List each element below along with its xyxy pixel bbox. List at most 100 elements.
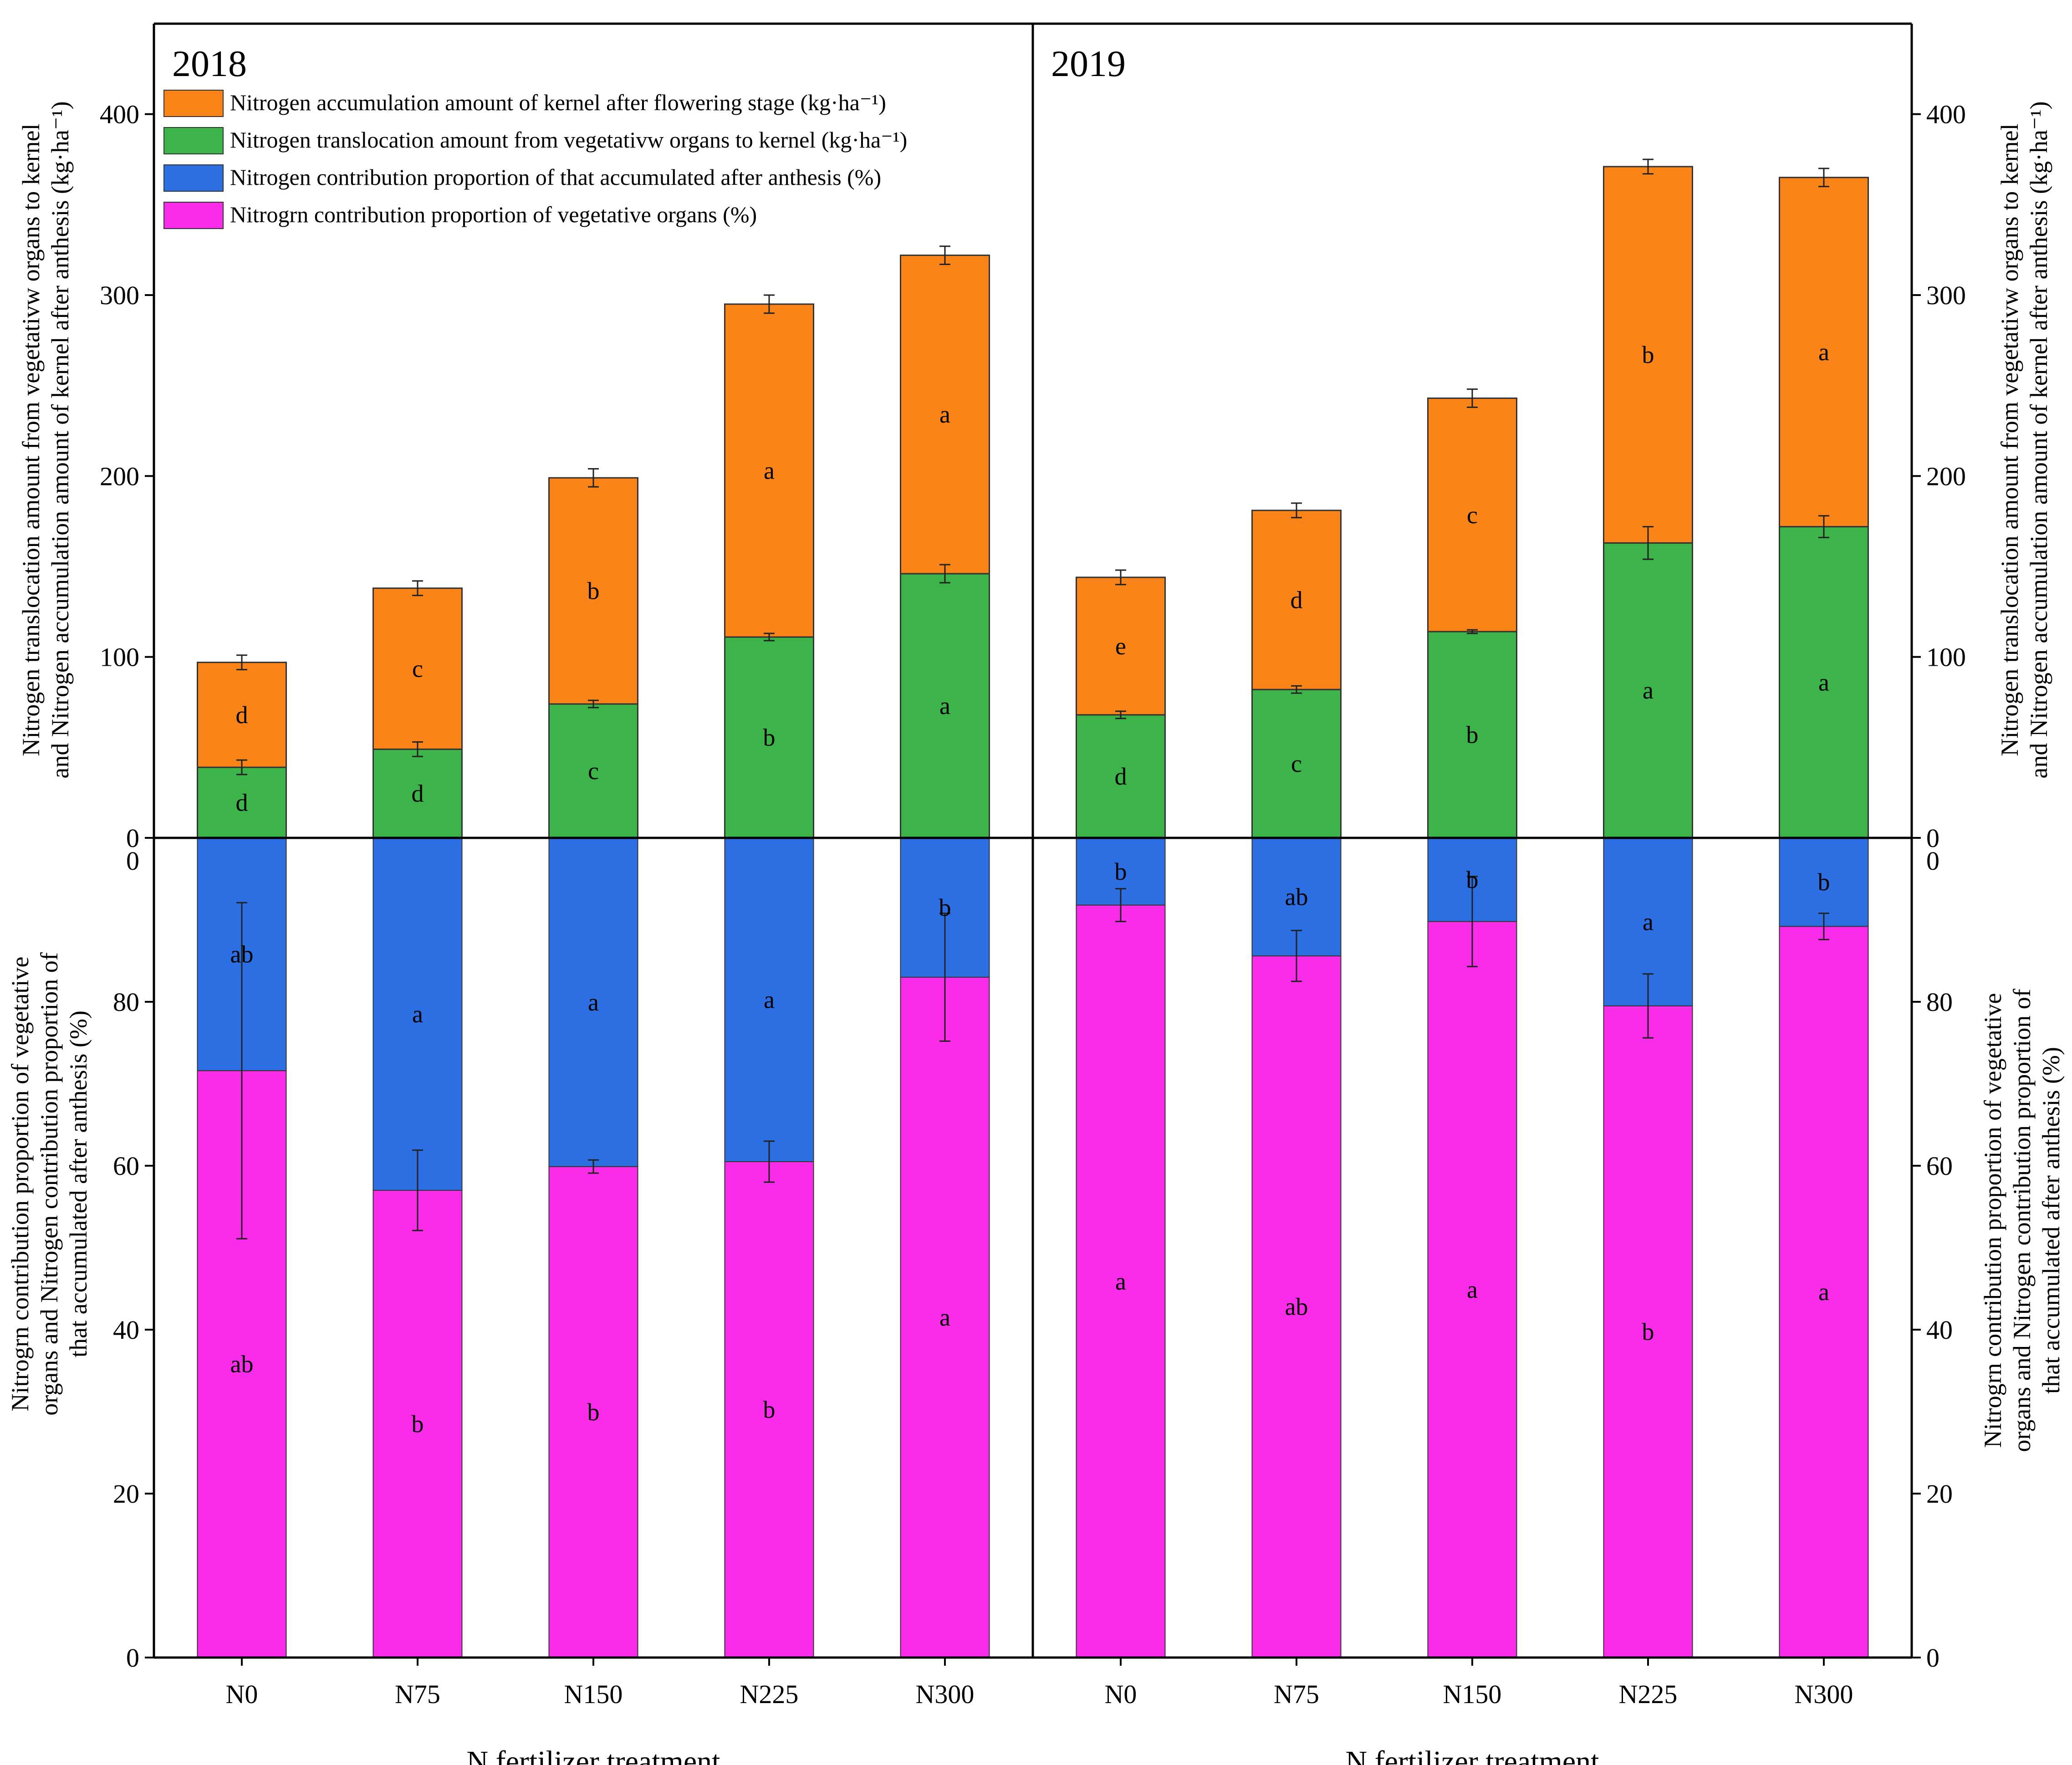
bar-vegetative-pct-2019-N0 bbox=[1076, 904, 1166, 1658]
bottom-y-right-tick-label-4: 80 bbox=[1926, 987, 1953, 1017]
letter-after-anthesis-2019-N225: a bbox=[1643, 908, 1654, 936]
legend-label-after_flowering: Nitrogen accumulation amount of kernel a… bbox=[230, 90, 886, 115]
letter-after-anthesis-2018-N75: a bbox=[412, 1000, 423, 1028]
error-bar-translocation-2019-N0 bbox=[1115, 710, 1126, 719]
x-tick-label-2019-N75: N75 bbox=[1274, 1679, 1319, 1709]
bar-vegetative-pct-2019-N225 bbox=[1603, 1005, 1693, 1658]
x-tick-label-2018-N225: N225 bbox=[740, 1679, 799, 1709]
error-bar-total-2018-N300 bbox=[939, 245, 950, 265]
bar-vegetative-pct-2018-N300 bbox=[900, 977, 990, 1658]
bottom-y-left-tick-label-origin: 0 bbox=[126, 846, 139, 876]
bottom-y-left-tick-label-0: 0 bbox=[126, 1643, 139, 1673]
letter-translocation-2018-N0: d bbox=[236, 789, 248, 816]
bar-translocation-2018-N75 bbox=[373, 748, 463, 839]
top-y-axis-title-right-line-1: and Nitrogen accumulation amount of kern… bbox=[2025, 101, 2052, 778]
letter-vegetative-2019-N225: b bbox=[1642, 1318, 1654, 1346]
letter-vegetative-2019-N150: a bbox=[1467, 1276, 1478, 1303]
x-tick-label-2018-N0: N0 bbox=[226, 1679, 258, 1709]
bottom-y-axis-title-right: Nitrogrn contribution proportion of vege… bbox=[1979, 989, 2065, 1452]
bottom-y-axis-title-left-line-2: that accumulated after anthesis (%) bbox=[65, 1010, 92, 1357]
x-tick-label-2019-N0: N0 bbox=[1105, 1679, 1137, 1709]
x-tick-label-2019-N225: N225 bbox=[1619, 1679, 1678, 1709]
bottom-y-left-tick-label-4: 80 bbox=[113, 987, 139, 1017]
legend-label-after_anthesis_pct: Nitrogen contribution proportion of that… bbox=[230, 164, 881, 190]
letter-after-flowering-2019-N300: a bbox=[1818, 338, 1829, 366]
x-axis-title-2018: N fertilizer treatment bbox=[466, 1745, 720, 1765]
letter-translocation-2019-N75: c bbox=[1291, 750, 1302, 777]
error-bar-translocation-2018-N0 bbox=[236, 759, 247, 775]
letter-vegetative-2019-N75: ab bbox=[1285, 1293, 1308, 1321]
bottom-y-right-tick-label-0: 0 bbox=[1926, 1643, 1939, 1673]
letter-after-anthesis-2019-N150: b bbox=[1466, 866, 1479, 893]
bar-translocation-2018-N225 bbox=[724, 636, 814, 839]
letter-vegetative-2018-N75: b bbox=[412, 1410, 424, 1438]
letter-translocation-2018-N75: d bbox=[412, 780, 424, 807]
bar-after-flowering-2018-N0 bbox=[197, 662, 287, 768]
error-bar-translocation-2018-N225 bbox=[764, 633, 775, 642]
bottom-y-axis-title-left-line-1: organs and Nitrogen contribution proport… bbox=[36, 952, 63, 1415]
bar-after-anthesis-pct-2018-N225 bbox=[724, 837, 814, 1162]
error-bar-total-2019-N150 bbox=[1467, 388, 1478, 408]
bottom-y-axis-title-right-line-2: that accumulated after anthesis (%) bbox=[2037, 1047, 2065, 1394]
error-bar-translocation-2019-N225 bbox=[1643, 526, 1654, 560]
bottom-y-left-tick-label-3: 60 bbox=[113, 1151, 139, 1181]
error-bar-vegetative-2018-N0 bbox=[236, 902, 247, 1240]
top-y-left-tick-label-3: 300 bbox=[100, 281, 139, 310]
letter-translocation-2019-N225: a bbox=[1643, 677, 1654, 704]
panel-year-2018: 2018 bbox=[172, 43, 247, 84]
bar-after-flowering-2019-N0 bbox=[1076, 576, 1166, 716]
bar-after-flowering-2019-N300 bbox=[1779, 177, 1869, 528]
x-axis-title-2019: N fertilizer treatment bbox=[1345, 1745, 1599, 1765]
letter-after-anthesis-2018-N225: a bbox=[764, 986, 775, 1014]
letter-vegetative-2018-N225: b bbox=[763, 1396, 776, 1423]
bar-after-anthesis-pct-2018-N150 bbox=[548, 837, 638, 1167]
bar-vegetative-pct-2019-N75 bbox=[1251, 955, 1342, 1658]
error-bar-total-2018-N75 bbox=[412, 580, 423, 597]
bar-after-flowering-2018-N225 bbox=[724, 303, 814, 638]
letter-vegetative-2019-N300: a bbox=[1818, 1278, 1829, 1306]
letter-after-flowering-2018-N75: c bbox=[412, 655, 423, 682]
bottom-y-axis-title-left-line-0: Nitrogrn contribution proportion of vege… bbox=[6, 957, 34, 1412]
error-bar-vegetative-2018-N225 bbox=[764, 1140, 775, 1183]
error-bar-vegetative-2018-N150 bbox=[588, 1159, 599, 1174]
bar-vegetative-pct-2018-N150 bbox=[548, 1166, 638, 1658]
bottom-y-right-tick-label-3: 60 bbox=[1926, 1151, 1953, 1181]
error-bar-total-2019-N75 bbox=[1291, 502, 1302, 519]
error-bar-total-2018-N225 bbox=[764, 294, 775, 314]
bottom-y-right-tick-label-1: 20 bbox=[1926, 1479, 1953, 1509]
x-tick-label-2018-N150: N150 bbox=[564, 1679, 623, 1709]
letter-after-anthesis-2018-N0: ab bbox=[230, 941, 254, 968]
bottom-y-left-tick-label-2: 40 bbox=[113, 1315, 139, 1345]
panel-year-2019: 2019 bbox=[1051, 43, 1126, 84]
bar-vegetative-pct-2018-N75 bbox=[373, 1190, 463, 1658]
x-tick-label-2018-N75: N75 bbox=[395, 1679, 440, 1709]
letter-after-anthesis-2018-N300: b bbox=[939, 894, 951, 921]
bar-after-flowering-2018-N150 bbox=[548, 477, 638, 705]
letter-after-flowering-2019-N225: b bbox=[1642, 341, 1654, 368]
error-bar-vegetative-2018-N75 bbox=[412, 1149, 423, 1231]
error-bar-translocation-2019-N150 bbox=[1467, 629, 1478, 634]
bar-vegetative-pct-2019-N300 bbox=[1779, 926, 1869, 1658]
bar-after-anthesis-pct-2019-N300 bbox=[1779, 837, 1869, 927]
error-bar-translocation-2019-N75 bbox=[1291, 685, 1302, 694]
letter-after-flowering-2019-N150: c bbox=[1467, 501, 1478, 529]
error-bar-translocation-2018-N75 bbox=[412, 741, 423, 757]
bottom-y-axis-title-left: Nitrogrn contribution proportion of vege… bbox=[6, 952, 92, 1415]
letter-after-flowering-2018-N300: a bbox=[939, 401, 950, 428]
legend-label-translocation: Nitrogen translocation amount from veget… bbox=[230, 127, 907, 153]
bar-translocation-2019-N225 bbox=[1603, 542, 1693, 839]
x-tick-label-2019-N150: N150 bbox=[1443, 1679, 1502, 1709]
bar-translocation-2018-N0 bbox=[197, 766, 287, 839]
bar-vegetative-pct-2019-N150 bbox=[1427, 921, 1517, 1658]
top-y-left-tick-label-4: 400 bbox=[100, 100, 139, 129]
error-bar-vegetative-2019-N150 bbox=[1467, 876, 1478, 968]
x-tick-label-2018-N300: N300 bbox=[916, 1679, 975, 1709]
letter-translocation-2018-N300: a bbox=[939, 692, 950, 719]
letter-translocation-2018-N150: c bbox=[588, 757, 599, 785]
letter-after-anthesis-2019-N300: b bbox=[1818, 868, 1830, 896]
bottom-y-right-tick-label-origin: 0 bbox=[1926, 846, 1939, 876]
bar-translocation-2018-N300 bbox=[900, 573, 990, 839]
letter-after-flowering-2019-N75: d bbox=[1291, 587, 1303, 614]
letter-after-flowering-2018-N150: b bbox=[587, 577, 600, 605]
